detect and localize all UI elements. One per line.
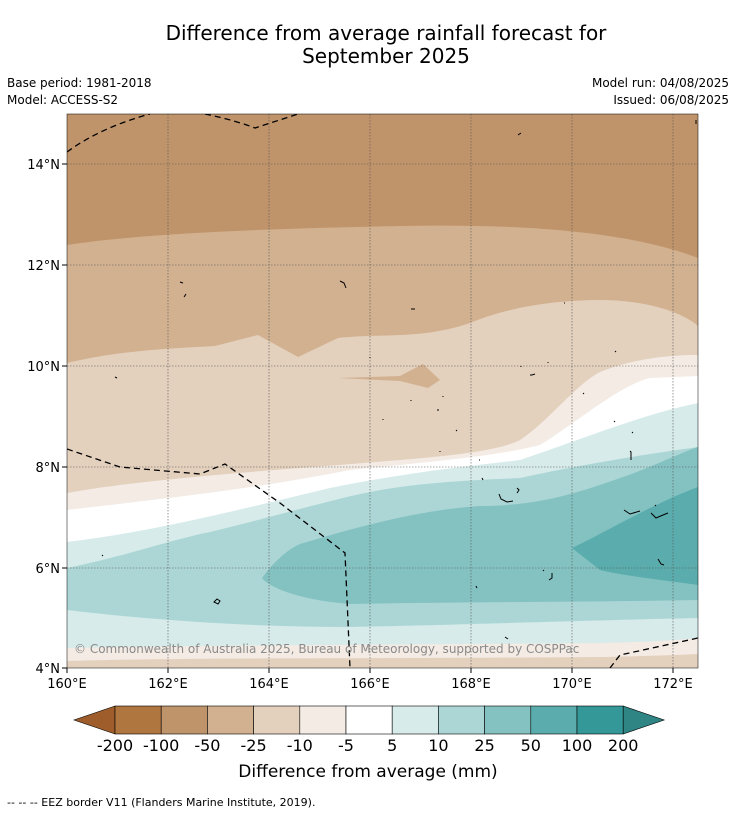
graticule <box>67 114 698 668</box>
model-run: Model run: 04/08/2025 <box>591 76 729 90</box>
lon-label: 162°E <box>148 677 188 692</box>
lon-ticks <box>66 668 674 673</box>
colorbar-segment <box>207 705 254 735</box>
issued-date: Issued: 06/08/2025 <box>613 93 729 107</box>
lon-label: 160°E <box>47 677 87 692</box>
colorbar-segment <box>530 705 578 735</box>
lat-ticks <box>62 163 67 669</box>
colorbar-segment <box>345 705 393 735</box>
islands <box>101 120 697 640</box>
meta-right: Model run: 04/08/2025 Issued: 06/08/2025 <box>592 75 729 109</box>
lat-label: 4°N <box>36 662 61 677</box>
title-line-2: September 2025 <box>302 44 470 68</box>
colorbar-tick-label: 10 <box>428 736 448 755</box>
colorbar-extend-low <box>73 705 116 735</box>
colorbar <box>73 705 666 735</box>
lon-label: 166°E <box>350 677 390 692</box>
lat-label: 14°N <box>27 158 60 173</box>
colorbar-tick-label: 5 <box>387 736 397 755</box>
colorbar-segment <box>114 705 162 735</box>
lon-label: 168°E <box>451 677 491 692</box>
colorbar-tick-label: 200 <box>608 736 639 755</box>
lon-label: 164°E <box>249 677 289 692</box>
lon-label: 170°E <box>552 677 592 692</box>
colorbar-segment <box>391 705 439 735</box>
colorbar-title: Difference from average (mm) <box>238 762 498 782</box>
map-title: Difference from average rainfall forecas… <box>0 22 736 68</box>
colorbar-segment <box>160 705 208 735</box>
colorbar-tick-label: -200 <box>97 736 133 755</box>
lon-label: 172°E <box>653 677 693 692</box>
eez-borders <box>67 114 698 668</box>
model-name: Model: ACCESS-S2 <box>7 93 119 107</box>
colorbar-segment <box>253 705 301 735</box>
colorbar-segment <box>576 705 624 735</box>
colorbar-tick-label: -50 <box>194 736 220 755</box>
lat-label: 8°N <box>36 461 61 476</box>
rainfall-contours <box>67 114 698 668</box>
lat-label: 10°N <box>27 360 60 375</box>
title-line-1: Difference from average rainfall forecas… <box>165 21 607 45</box>
eez-legend-note: -- -- -- EEZ border V11 (Flanders Marine… <box>7 796 316 809</box>
colorbar-segment <box>484 705 532 735</box>
copyright-text: © Commonwealth of Australia 2025, Bureau… <box>74 642 579 656</box>
colorbar-extend-high <box>622 705 666 735</box>
colorbar-tick-label: -100 <box>143 736 179 755</box>
lat-label: 6°N <box>36 562 61 577</box>
colorbar-tick-label: 25 <box>474 736 494 755</box>
band-50-100 <box>572 487 698 585</box>
meta-left: Base period: 1981-2018 Model: ACCESS-S2 <box>7 75 152 109</box>
band-tongue <box>338 364 440 388</box>
lat-labels: 14°N 12°N 10°N 8°N 6°N 4°N <box>27 158 60 677</box>
lat-label: 12°N <box>27 259 60 274</box>
band-south-light <box>67 638 698 661</box>
colorbar-tick-label: 100 <box>562 736 593 755</box>
colorbar-segment <box>299 705 347 735</box>
colorbar-tick-label: -25 <box>241 736 267 755</box>
colorbar-tick-label: -5 <box>338 736 354 755</box>
colorbar-segment <box>438 705 485 735</box>
band-25-50 <box>262 447 698 604</box>
colorbar-tick-label: 50 <box>521 736 541 755</box>
colorbar-tick-label: -10 <box>287 736 313 755</box>
base-period: Base period: 1981-2018 <box>7 76 152 90</box>
lon-labels: 160°E 162°E 164°E 166°E 168°E 170°E 172°… <box>47 677 693 692</box>
map-frame <box>66 113 699 669</box>
colorbar-tick-labels: -200 -100 -50 -25 -10 -5 5 10 25 50 100 200 <box>97 736 639 755</box>
